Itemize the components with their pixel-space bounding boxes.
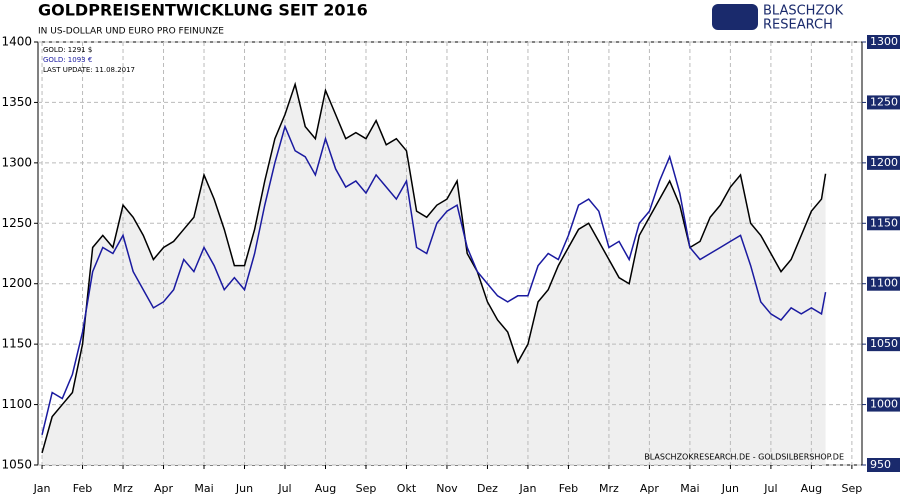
x-tick-label: Sep [842, 482, 863, 495]
x-tick-label: Apr [640, 482, 660, 495]
chart-title: GOLDPREISENTWICKLUNG SEIT 2016 [38, 1, 368, 20]
y-tick-label: 1150 [1, 337, 32, 351]
y-tick-label: 1400 [1, 35, 32, 49]
y2-tick-label: 950 [870, 458, 891, 471]
y2-tick-box [867, 397, 900, 412]
x-tick-label: Feb [559, 482, 578, 495]
source: BLASCHZOKRESEARCH.DE - GOLDSILBERSHOP.DE [644, 453, 844, 462]
y2-tick-box [867, 216, 900, 231]
y2-tick-label: 1150 [870, 216, 898, 229]
x-tick-label: Jun [721, 482, 739, 495]
x-tick-label: Okt [397, 482, 417, 495]
x-tick-label: Apr [154, 482, 174, 495]
line [41, 81, 827, 454]
legend-entry: GOLD: 1291 $ [43, 46, 92, 54]
area [42, 84, 826, 466]
x-tick-label: Jan [518, 482, 536, 495]
y2-tick-label: 1200 [870, 156, 898, 169]
x-tick-label: Jul [763, 482, 777, 495]
logo-text: RESEARCH [763, 18, 833, 33]
y-tick-label: 1350 [1, 95, 32, 109]
logo-text: BLASCHZOK [763, 4, 844, 19]
y-tick-label: 1250 [1, 216, 32, 230]
line [41, 124, 827, 435]
y-tick-label: 1300 [1, 155, 32, 169]
y2-tick-box [867, 95, 900, 110]
y2-tick-label: 1100 [870, 277, 898, 290]
y-tick-label: 1100 [1, 397, 32, 411]
x-tick-label: Jun [235, 482, 253, 495]
x-tick-label: Aug [315, 482, 336, 495]
y-tick-label: 1050 [1, 458, 32, 472]
y2-tick-box [867, 155, 900, 170]
y2-tick-label: 1000 [870, 398, 898, 411]
x-tick-label: Mrz [113, 482, 133, 495]
x-tick-label: Sep [356, 482, 377, 495]
legend-entry: GOLD: 1093 € [43, 56, 92, 64]
x-tick-label: Nov [436, 482, 458, 495]
x-tick-label: Mrz [599, 482, 619, 495]
annotation: LAST UPDATE: 11.08.2017 [43, 66, 135, 74]
y2-tick-box [867, 35, 900, 49]
x-tick-label: Feb [73, 482, 92, 495]
x-tick-label: Aug [801, 482, 822, 495]
x-tick-label: Jan [33, 482, 51, 495]
chart-subtitle: IN US-DOLLAR UND EURO PRO FEINUNZE [38, 27, 224, 37]
y-tick-label: 1200 [1, 276, 32, 290]
y2-tick-box [867, 276, 900, 291]
logo-icon [712, 4, 758, 30]
x-tick-label: Dez [477, 482, 498, 495]
y2-tick-label: 1250 [870, 95, 898, 108]
x-tick-label: Jul [277, 482, 291, 495]
y2-tick-label: 1300 [870, 35, 898, 48]
x-tick-label: Mai [680, 482, 699, 495]
y2-tick-label: 1050 [870, 337, 898, 350]
y2-tick-box [867, 458, 900, 472]
logo: BLASCHZOK RESEARCH [712, 4, 844, 33]
y2-tick-box [867, 337, 900, 352]
x-tick-label: Mai [194, 482, 213, 495]
